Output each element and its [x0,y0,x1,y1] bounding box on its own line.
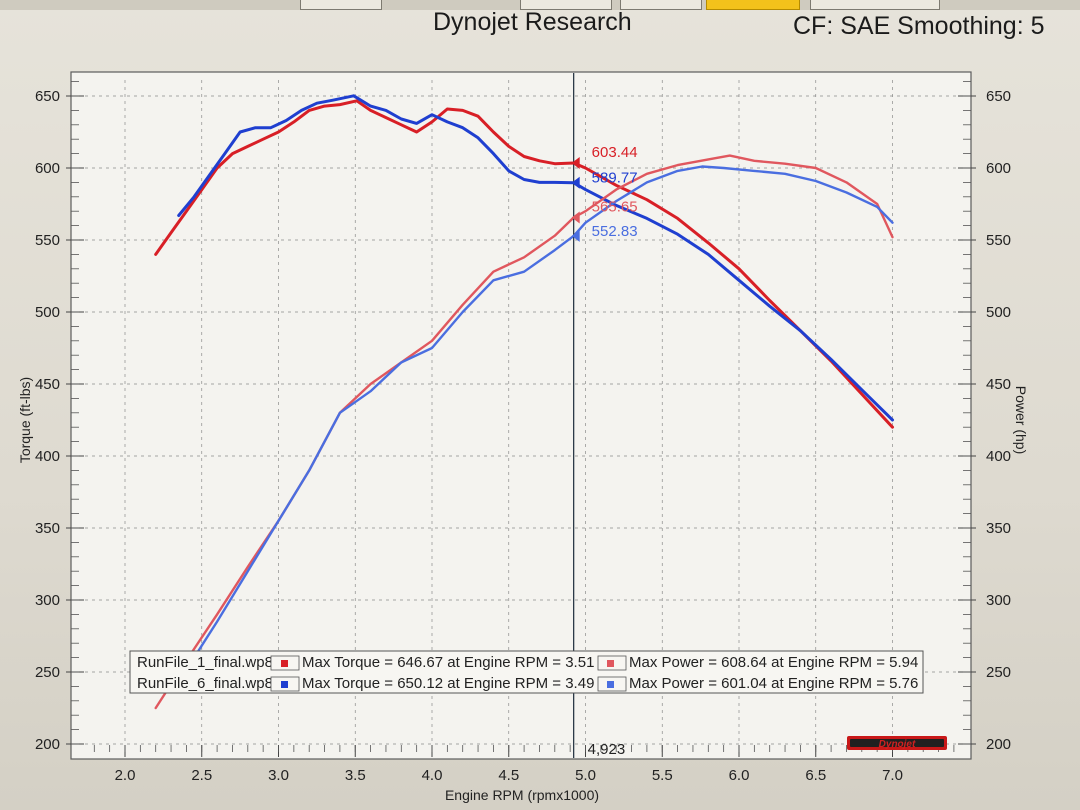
cursor-marker [571,211,580,224]
legend-power-text: Max Power = 608.64 at Engine RPM = 5.94 [629,654,918,671]
y-right-tick-label: 350 [986,520,1011,537]
x-tick-label: 2.0 [115,767,136,784]
legend-box: RunFile_1_final.wp8 Max Torque = 646.67 a… [129,650,924,694]
correction-factor-label: CF: SAE Smoothing: 5 [793,12,1045,40]
legend-torque-swatch [281,660,288,667]
x-axis-label: Engine RPM (rpmx1000) [445,787,599,803]
x-tick-label: 3.5 [345,767,366,784]
cursor-group: 4,923 603.44 589.77 565.65 552.83 [571,73,638,758]
y-right-tick-label: 300 [986,592,1011,609]
y-right-tick-label: 500 [986,304,1011,321]
series-group [154,94,894,710]
x-tick-label: 5.5 [652,767,673,784]
y-left-tick-label: 350 [35,520,60,537]
dynojet-logo: Dynojet [847,736,947,750]
y-right-tick-label: 600 [986,160,1011,177]
logo-text: Dynojet [879,739,916,750]
x-tick-label: 5.0 [575,767,596,784]
legend-frame [129,650,924,694]
cursor-value-label: 603.44 [592,144,638,161]
legend-power-swatch [607,681,614,688]
y-right-tick-label: 550 [986,232,1011,249]
top-toolbar-strip [0,0,1080,10]
x-tick-label: 6.5 [805,767,826,784]
y-left-tick-label: 650 [35,88,60,105]
toolbar-button[interactable] [300,0,382,10]
cursor-marker [571,229,580,242]
y-right-tick-label: 200 [986,736,1011,753]
y-right-tick-label: 400 [986,448,1011,465]
legend-file-label: RunFile_6_final.wp8 [137,675,273,692]
y-left-tick-label: 400 [35,448,60,465]
y-left-tick-label: 300 [35,592,60,609]
y-right-tick-label: 450 [986,376,1011,393]
y-left-tick-label: 250 [35,664,60,681]
toolbar-button[interactable] [520,0,612,10]
x-tick-label: 3.0 [268,767,289,784]
cursor-marker [571,176,580,189]
legend-torque-text: Max Torque = 646.67 at Engine RPM = 3.51 [302,654,594,671]
legend-power-swatch [607,660,614,667]
y-right-tick-label: 650 [986,88,1011,105]
y-right-tick-label: 250 [986,664,1011,681]
y-axis-left-label: Torque (ft-lbs) [17,377,33,463]
x-tick-label: 7.0 [882,767,903,784]
y-left-tick-label: 550 [35,232,60,249]
axis-ticks: 2.0 2.5 3.0 3.5 4.0 4.5 5.0 5.5 6.0 6.5 7.0 200 200 2… [35,81,1011,784]
cursor-marker [571,157,580,170]
legend-file-label: RunFile_1_final.wp8 [137,654,273,671]
cursor-rpm-readout: 4,923 [588,741,626,758]
cursor-value-label: 552.83 [592,223,638,240]
legend-torque-text: Max Torque = 650.12 at Engine RPM = 3.49 [302,675,594,692]
torque-line-run6 [177,94,894,422]
x-tick-label: 2.5 [191,767,212,784]
cursor-value-label: 565.65 [592,198,638,215]
x-tick-label: 4.5 [498,767,519,784]
power-line-run6 [192,165,894,659]
y-left-tick-label: 450 [35,376,60,393]
y-axis-right-label: Power (hp) [1013,386,1029,454]
show-logo-button[interactable] [706,0,800,10]
toolbar-button[interactable] [620,0,702,10]
legend-power-text: Max Power = 601.04 at Engine RPM = 5.76 [629,675,918,692]
y-left-tick-label: 200 [35,736,60,753]
plot-frame [70,71,972,760]
legend-torque-swatch [281,681,288,688]
y-left-tick-label: 500 [35,304,60,321]
x-tick-label: 6.0 [729,767,750,784]
cursor-value-label: 589.77 [592,170,638,187]
x-tick-label: 4.0 [422,767,443,784]
torque-line-run1 [154,99,894,429]
chart-title: Dynojet Research [433,8,632,36]
y-left-tick-label: 600 [35,160,60,177]
grid-lines [78,80,965,752]
show-notes-button[interactable] [810,0,940,10]
